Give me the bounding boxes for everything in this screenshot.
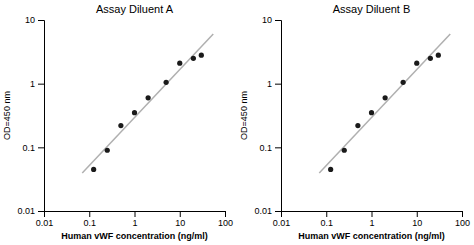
tick-mark	[372, 211, 373, 217]
tick-label: 1	[132, 218, 137, 228]
tick-label: 1	[369, 218, 374, 228]
tick-label: 0.01	[254, 206, 272, 216]
tick: 1	[30, 79, 44, 89]
point	[342, 148, 347, 153]
axis-domain	[38, 21, 45, 212]
tick-label: 0.1	[320, 218, 333, 228]
tick: 0.1	[320, 211, 333, 228]
tick-label: 0.1	[259, 143, 272, 153]
point	[91, 167, 96, 172]
tick: 100	[455, 211, 470, 228]
y-axis: 0.01 0.1 1 10	[17, 15, 44, 216]
tick-mark	[275, 20, 281, 21]
point	[132, 110, 137, 115]
point	[146, 95, 151, 100]
tick-mark	[275, 211, 281, 212]
tick-label: 0.1	[22, 143, 35, 153]
tick-mark	[38, 20, 44, 21]
tick-mark	[225, 211, 226, 217]
point	[355, 123, 360, 128]
point	[401, 80, 406, 85]
point	[164, 80, 169, 85]
y-axis-title: OD=450 nm	[2, 91, 12, 140]
tick-label: 100	[218, 218, 233, 228]
tick: 0.1	[83, 211, 96, 228]
point	[118, 123, 123, 128]
panel: 0.01 0.1 1 10 100 0.01 0.1 1 10 Assay Diluent B Hu…	[239, 3, 470, 241]
tick-label: 100	[455, 218, 470, 228]
tick-label: 10	[175, 218, 185, 228]
x-axis: 0.01 0.1 1 10 100	[36, 211, 233, 228]
point	[428, 56, 433, 61]
points	[328, 53, 441, 172]
tick-label: 1	[267, 79, 272, 89]
point	[191, 56, 196, 61]
tick-mark	[417, 211, 418, 217]
tick-mark	[38, 147, 44, 148]
tick: 10	[412, 211, 422, 228]
y-axis: 0.01 0.1 1 10	[254, 15, 281, 216]
tick-mark	[38, 211, 44, 212]
x-axis-title: Human vWF concentration (ng/ml)	[298, 231, 445, 241]
tick-label: 0.01	[17, 206, 35, 216]
tick-mark	[180, 211, 181, 217]
tick: 100	[218, 211, 233, 228]
point	[436, 53, 441, 58]
y-axis-title: OD=450 nm	[239, 91, 249, 140]
point	[199, 53, 204, 58]
tick-mark	[275, 147, 281, 148]
plot-area	[82, 34, 213, 173]
tick-label: 10	[262, 15, 272, 25]
tick: 0.01	[17, 206, 44, 216]
point	[328, 167, 333, 172]
trend-line	[319, 34, 450, 173]
tick-mark	[135, 211, 136, 217]
tick-mark	[462, 211, 463, 217]
point	[105, 148, 110, 153]
tick-mark	[89, 211, 90, 217]
tick: 0.1	[22, 143, 44, 153]
tick-label: 0.1	[83, 218, 96, 228]
axis-domain	[282, 212, 463, 218]
tick-label: 0.01	[273, 218, 291, 228]
chart-title: Assay Diluent A	[96, 3, 174, 15]
tick: 1	[132, 211, 137, 228]
tick: 10	[175, 211, 185, 228]
tick: 0.1	[259, 143, 281, 153]
tick: 0.01	[273, 211, 291, 228]
tick-label: 0.01	[36, 218, 54, 228]
x-axis-title: Human vWF concentration (ng/ml)	[61, 231, 208, 241]
plot-area	[319, 34, 450, 173]
tick: 0.01	[36, 211, 54, 228]
tick-mark	[326, 211, 327, 217]
tick-label: 10	[412, 218, 422, 228]
tick-label: 1	[30, 79, 35, 89]
tick-label: 10	[25, 15, 35, 25]
tick: 1	[267, 79, 281, 89]
trend-line	[82, 34, 213, 173]
x-axis: 0.01 0.1 1 10 100	[273, 211, 470, 228]
points	[91, 53, 204, 172]
axis-domain	[275, 21, 282, 212]
point	[414, 61, 419, 66]
panel: 0.01 0.1 1 10 100 0.01 0.1 1 10 Assay Diluent A Hu…	[2, 3, 233, 241]
tick: 10	[25, 15, 44, 25]
chart-canvas: 0.01 0.1 1 10 100 0.01 0.1 1 10 Assay Diluent A Hu…	[0, 0, 474, 245]
point	[369, 110, 374, 115]
tick-mark	[38, 84, 44, 85]
tick: 0.01	[254, 206, 281, 216]
point	[383, 95, 388, 100]
tick: 1	[369, 211, 374, 228]
axis-domain	[45, 212, 226, 218]
tick-mark	[275, 84, 281, 85]
chart-title: Assay Diluent B	[333, 3, 411, 15]
tick: 10	[262, 15, 281, 25]
point	[177, 61, 182, 66]
